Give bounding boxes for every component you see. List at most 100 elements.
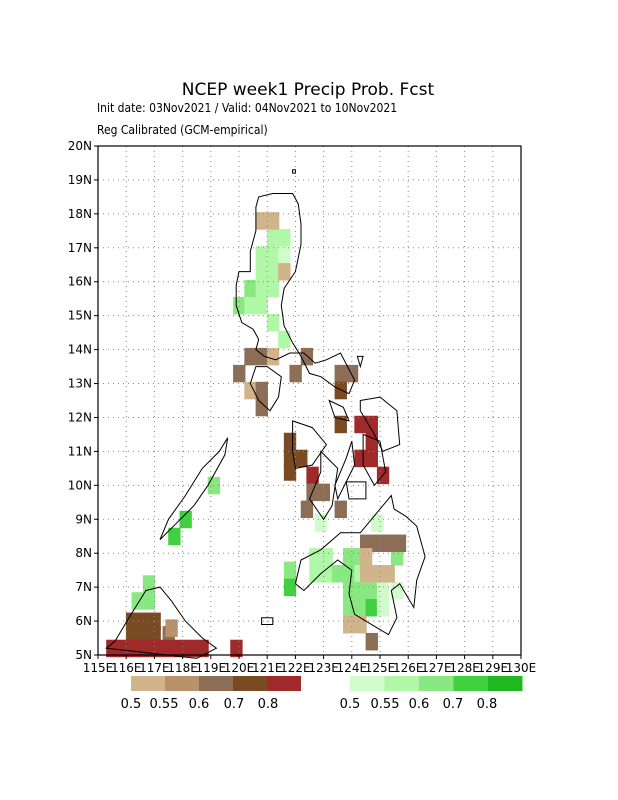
wet-cell-12 <box>244 297 257 315</box>
y-tick-label: 17N <box>68 241 92 255</box>
wet-cell-29 <box>343 548 356 566</box>
y-tick-label: 19N <box>68 173 92 187</box>
dry-cell-31 <box>359 534 373 553</box>
coastline-segment <box>261 617 274 625</box>
x-tick-label: 122E <box>280 661 311 675</box>
legend-swatch <box>453 676 488 691</box>
x-tick-label: 123E <box>308 661 339 675</box>
x-tick-label: 130E <box>506 661 537 675</box>
wet-cell-17 <box>179 510 192 529</box>
wet-cell-7 <box>266 263 280 281</box>
dry-cell-56 <box>185 639 198 658</box>
dry-cell-37 <box>382 565 395 583</box>
legend-label: 0.5 <box>121 697 142 712</box>
wet-cell-43 <box>390 548 404 566</box>
wet-cell-5 <box>278 246 291 264</box>
legend-swatch <box>384 676 419 691</box>
wet-cell-3 <box>255 246 268 264</box>
dry-cell-26 <box>306 466 319 485</box>
dry-cell-5 <box>266 347 280 366</box>
wet-cell-6 <box>255 263 268 281</box>
wet-cell-39 <box>365 599 378 617</box>
dry-cell-39 <box>343 615 356 634</box>
wet-cell-42 <box>376 599 390 617</box>
dry-cell-32 <box>371 534 384 553</box>
legend-label: 0.5 <box>340 697 361 712</box>
coastline-segment <box>159 437 229 540</box>
wet-cell-26 <box>309 565 322 583</box>
map-subtitle-method: Reg Calibrated (GCM-empirical) <box>97 123 268 137</box>
y-tick-label: 5N <box>75 648 92 662</box>
wet-cell-4 <box>266 246 280 264</box>
wet-cell-10 <box>266 280 280 298</box>
x-tick-label: 118E <box>167 661 198 675</box>
y-tick-label: 14N <box>68 343 92 357</box>
dry-cell-18 <box>365 432 378 451</box>
dry-cell-55 <box>173 639 187 658</box>
coastline-segment <box>359 396 401 453</box>
y-tick-label: 15N <box>68 309 92 323</box>
dry-cell-53 <box>151 639 164 658</box>
x-tick-label: 117E <box>139 661 170 675</box>
dry-cell-19 <box>354 449 367 468</box>
y-tick-label: 7N <box>75 580 92 594</box>
map-frame <box>97 145 522 656</box>
dry-cell-34 <box>393 534 407 553</box>
y-tick-label: 8N <box>75 546 92 560</box>
dry-cell-12 <box>334 364 347 383</box>
coastline-segment <box>362 433 387 487</box>
legend-label: 0.8 <box>258 697 279 712</box>
legend-label: 0.8 <box>477 697 498 712</box>
wet-cell-36 <box>365 582 378 600</box>
dry-cell-41 <box>365 632 378 651</box>
wet-cell-35 <box>354 582 367 600</box>
wet-cell-37 <box>343 599 356 617</box>
x-axis-ticks: 115E116E117E118E119E120E121E122E123E124E… <box>83 655 537 675</box>
y-tick-label: 10N <box>68 478 92 492</box>
dry-cell-16 <box>354 415 367 434</box>
wet-cell-2 <box>266 229 280 247</box>
dry-cell-46 <box>137 626 150 644</box>
x-tick-label: 127E <box>421 661 452 675</box>
map-subtitle-dates: Init date: 03Nov2021 / Valid: 04Nov2021 … <box>97 101 397 115</box>
dry-cell-0 <box>255 212 268 230</box>
legend-swatch <box>233 676 267 691</box>
legend-swatch <box>488 676 523 691</box>
y-tick-label: 11N <box>68 444 92 458</box>
x-tick-label: 128E <box>449 661 480 675</box>
coastline-segment <box>308 450 339 521</box>
x-tick-label: 119E <box>196 661 227 675</box>
y-tick-label: 12N <box>68 410 92 424</box>
coastline-segment <box>105 586 218 659</box>
wet-cell-46 <box>371 514 384 532</box>
legend-label: 0.6 <box>409 697 430 712</box>
dry-cell-14 <box>334 381 347 400</box>
y-tick-label: 6N <box>75 614 92 628</box>
coastline-segment <box>292 420 328 469</box>
x-tick-label: 124E <box>337 661 368 675</box>
dry-legend: 0.5 0.55 0.6 0.7 0.8 <box>121 676 301 712</box>
wet-legend: 0.5 0.55 0.6 0.7 0.8 <box>340 676 523 712</box>
coastline-segment <box>356 355 364 369</box>
dry-cell-8 <box>255 381 268 400</box>
wet-cell-8 <box>244 280 257 298</box>
dry-cell-54 <box>162 639 175 658</box>
legend-label: 0.6 <box>189 697 210 712</box>
dry-cell-11 <box>300 347 314 366</box>
dry-cell-29 <box>300 500 314 519</box>
wet-cell-27 <box>320 565 333 583</box>
dry-cell-47 <box>148 626 161 644</box>
wet-cell-41 <box>376 582 390 600</box>
legend-swatch <box>131 676 165 691</box>
dry-cell-15 <box>334 415 347 434</box>
y-tick-label: 9N <box>75 512 92 526</box>
x-tick-label: 115E <box>83 661 114 675</box>
wet-cell-1 <box>278 229 291 247</box>
coastline-segment <box>345 481 367 500</box>
wet-cell-20 <box>131 592 144 610</box>
wet-cell-19 <box>142 575 156 593</box>
dry-cell-10 <box>289 364 302 383</box>
map-title: NCEP week1 Precip Prob. Fcst <box>182 80 435 100</box>
x-tick-label: 116E <box>111 661 142 675</box>
